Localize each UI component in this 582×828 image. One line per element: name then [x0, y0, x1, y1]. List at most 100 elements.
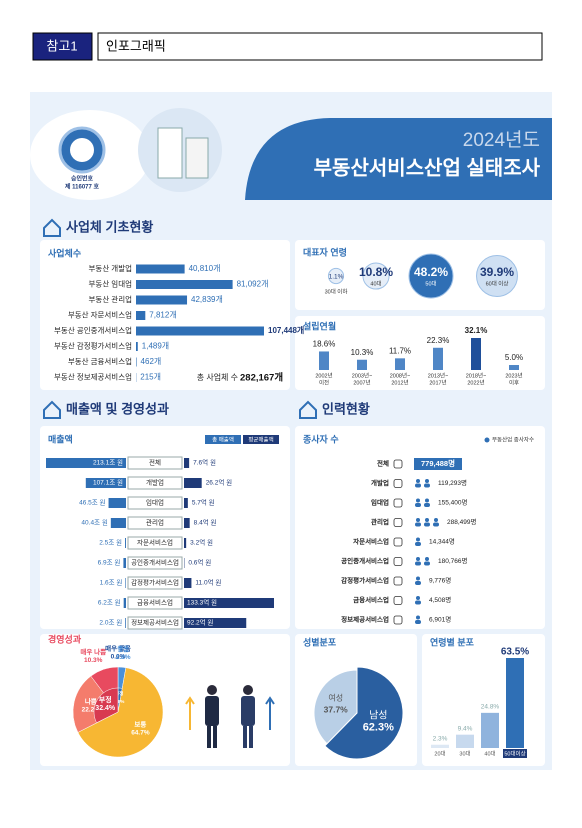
value-label: 6.2조 원 — [98, 598, 121, 607]
value-label: 32.1% — [465, 326, 488, 335]
group-label: 부정 — [99, 695, 112, 704]
value-label: 22.3% — [427, 336, 450, 345]
bar — [506, 658, 524, 748]
value-label: 10.8% — [359, 265, 393, 279]
value-label: 37.7% — [324, 705, 349, 715]
category-label: 매우 나쁨 — [80, 647, 106, 656]
bar — [184, 518, 190, 528]
value-label: 1,489개 — [142, 341, 169, 351]
bar — [395, 358, 405, 370]
approval-number: 제 116077 호 — [65, 183, 100, 191]
value-label: 4,508명 — [429, 595, 451, 604]
category-label: 이후 — [509, 378, 519, 386]
total-label: 총 사업체 수 — [197, 372, 238, 382]
row-label: 부동산 관리업 — [89, 294, 132, 304]
bar — [319, 351, 329, 370]
value-label: 40.4조 원 — [81, 518, 107, 527]
row-label: 부동산 자문서비스업 — [68, 309, 132, 319]
bar — [123, 558, 126, 568]
category-label: 관리업 — [146, 518, 164, 527]
value-label: 18.6% — [313, 340, 336, 349]
person-body — [424, 484, 430, 488]
value-label: 81,092개 — [237, 279, 269, 289]
bar — [481, 713, 499, 748]
value-label: 107,448개 — [268, 325, 304, 335]
value-label: 215개 — [140, 372, 161, 382]
row-label: 부동산 임대업 — [89, 278, 132, 288]
person-head — [434, 518, 438, 522]
panel-title: 종사자 수 — [303, 433, 339, 444]
person-body — [415, 562, 421, 566]
category-label: 좋음 — [117, 644, 129, 653]
bar — [136, 358, 137, 367]
person-body — [415, 601, 421, 605]
person-body — [415, 503, 421, 507]
approval-label: 승인번호 — [71, 175, 94, 183]
category-label: 2003년~ — [352, 371, 373, 379]
category-label: 30대 이하 — [325, 287, 348, 295]
bar — [125, 578, 126, 588]
panel-title: 대표자 연령 — [303, 246, 347, 257]
category-label: 공인중개서비스업 — [131, 558, 179, 567]
category-label: 전체 — [377, 459, 389, 468]
category-label: 50대 — [425, 279, 436, 287]
person-body — [415, 542, 421, 546]
category-label: 감정평가서비스업 — [131, 578, 179, 587]
person-head — [416, 518, 420, 522]
bar — [357, 360, 367, 370]
bar — [184, 498, 188, 508]
hero-title: 부동산서비스산업 실태조사 — [314, 156, 541, 179]
value-label: 24.8% — [481, 704, 500, 711]
section-title: 사업체 기초현황 — [66, 219, 153, 234]
value-label: 63.5% — [501, 647, 529, 658]
value-label: 9.4% — [458, 725, 473, 732]
value-label: 779,488명 — [421, 458, 455, 468]
value-label: 40,810개 — [189, 263, 221, 273]
category-label: 2018년~ — [466, 371, 487, 379]
bar — [509, 365, 519, 370]
bar — [136, 311, 145, 320]
category-label: 2022년 — [467, 378, 484, 386]
value-label: 10.3% — [84, 657, 103, 664]
category-label: 임대업 — [146, 499, 164, 507]
person-body — [424, 523, 430, 527]
category-label: 40대 — [370, 279, 381, 287]
category-label: 공인중개서비스업 — [341, 556, 389, 565]
value-label: 107.1조 원 — [93, 478, 123, 487]
category-label: 50대이상 — [504, 749, 525, 757]
category-label: 감정평가서비스업 — [341, 576, 389, 585]
category-label: 금융서비스업 — [353, 595, 389, 604]
category-label: 40대 — [484, 749, 495, 757]
person-head — [416, 479, 420, 483]
value-label: 14,344명 — [429, 537, 455, 546]
value-label: 7.6억 원 — [193, 458, 216, 467]
category-label: 자문서비스업 — [353, 537, 389, 546]
value-label: 64.7% — [131, 729, 150, 736]
category-label: 2017년 — [429, 378, 446, 386]
person-body — [433, 523, 439, 527]
person-body — [415, 581, 421, 585]
category-label: 개발업 — [146, 478, 164, 487]
category-label: 이전 — [319, 378, 329, 386]
row-label: 부동산 공인중개서비스업 — [54, 325, 132, 335]
person-head — [425, 518, 429, 522]
value-label: 11.0억 원 — [195, 578, 221, 587]
value-label: 9,776명 — [429, 576, 451, 585]
row-label: 부동산 감정평가서비스업 — [54, 340, 132, 350]
seal-inner — [70, 138, 94, 162]
person-head — [425, 557, 429, 561]
category-label: 2002년 — [315, 371, 332, 379]
person-body — [424, 562, 430, 566]
category-label: 정보제공서비스업 — [341, 615, 389, 624]
category-label: 2007년 — [353, 378, 370, 386]
bar — [136, 327, 264, 336]
bar — [136, 265, 185, 274]
category-label: 2023년 — [505, 371, 522, 379]
panel-title: 연령별 분포 — [430, 636, 475, 647]
category-label: 남성 — [369, 709, 387, 721]
person-head — [416, 616, 420, 620]
value-label: 2.0조 원 — [99, 618, 122, 627]
category-label: 20대 — [434, 749, 445, 757]
panel-title: 설립연월 — [303, 320, 336, 331]
